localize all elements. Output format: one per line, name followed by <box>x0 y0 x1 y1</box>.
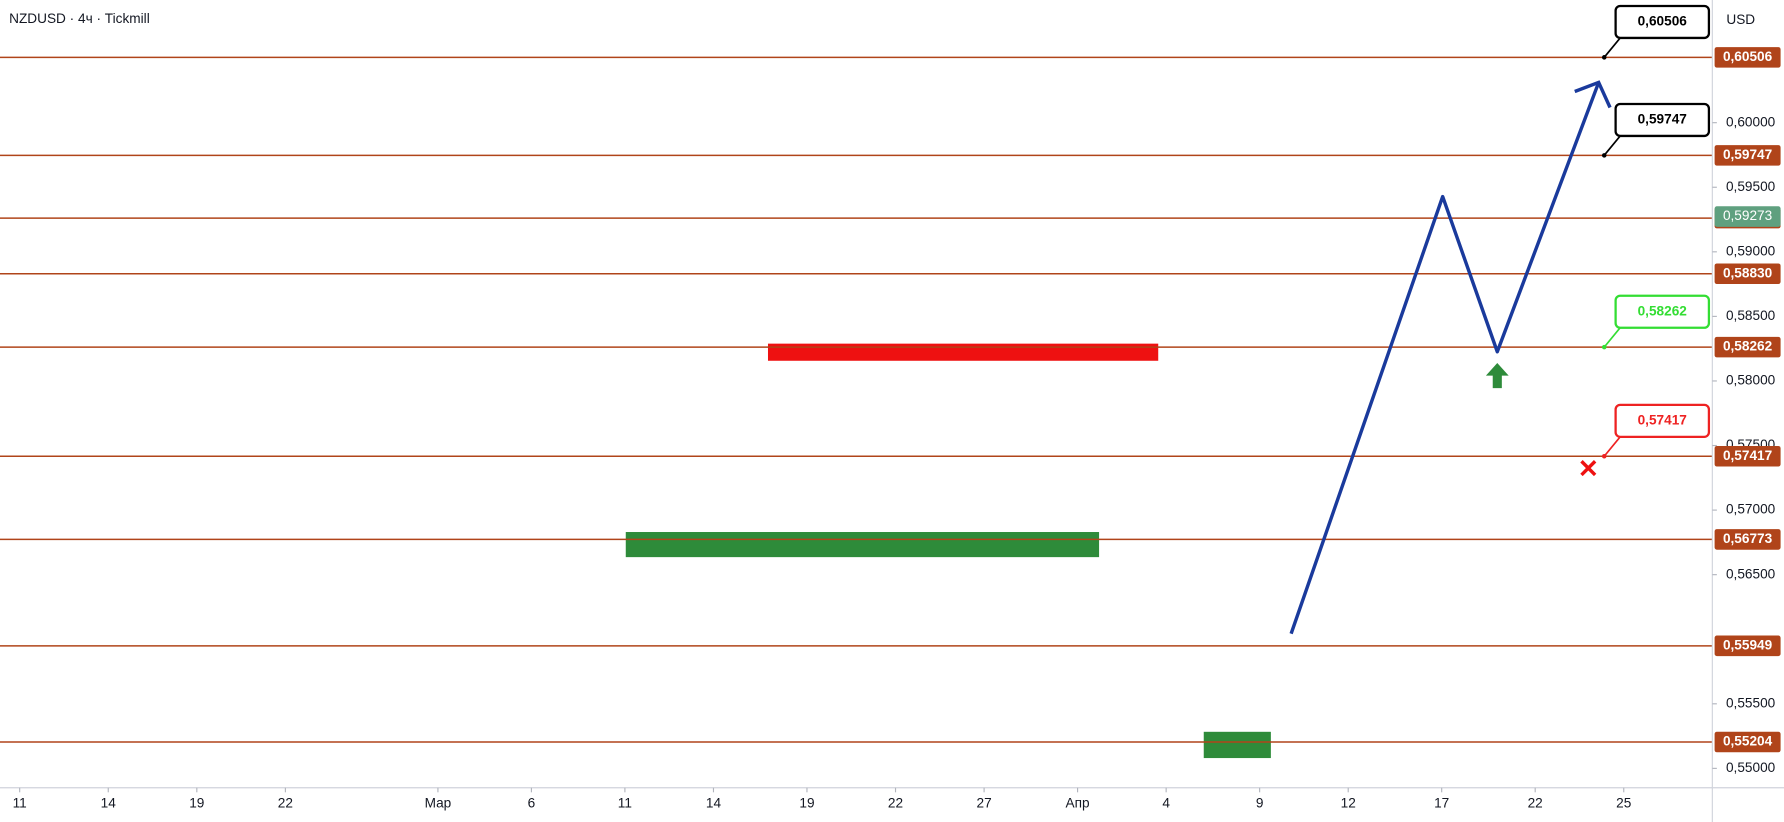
level-label-box <box>1714 445 1781 467</box>
level-label-box <box>1714 529 1781 550</box>
x-tick-label: Апр <box>1066 795 1090 810</box>
plot-area <box>0 56 1713 743</box>
y-tick-label: 0,55500 <box>1726 695 1776 710</box>
x-tick-label: 11 <box>618 795 632 810</box>
supply-zone <box>767 343 1159 361</box>
callout-box <box>1614 403 1711 438</box>
stop-mark <box>1580 460 1597 477</box>
x-tick-label: Мар <box>425 795 452 810</box>
y-tick-label: 0,58500 <box>1726 308 1776 323</box>
x-tick-label: 22 <box>888 795 903 810</box>
y-tick-label: 0,59000 <box>1726 243 1776 258</box>
x-tick-label: 19 <box>189 795 204 810</box>
x-tick-label: 14 <box>101 795 117 810</box>
y-tick-label: 0,56500 <box>1726 566 1776 581</box>
x-tick-label: 22 <box>1528 795 1543 810</box>
callout-box <box>1614 102 1711 138</box>
x-tick-label: 4 <box>1162 795 1170 810</box>
level-label: 0,56773 <box>1723 531 1773 546</box>
currency-label: USD <box>1726 12 1755 27</box>
y-tick-label: 0,55000 <box>1726 760 1776 775</box>
x-tick-label: 9 <box>1256 795 1264 810</box>
x-tick-label: 6 <box>528 795 536 810</box>
level-label: 0,58262 <box>1723 339 1773 354</box>
y-tick-label: 0,60000 <box>1726 114 1776 129</box>
x-tick-label: 17 <box>1434 795 1449 810</box>
x-tick-label: 22 <box>278 795 293 810</box>
x-tick-label: 11 <box>13 795 27 810</box>
y-tick-label: 0,57000 <box>1726 502 1776 517</box>
callout-box <box>1614 4 1711 40</box>
y-tick-label: 0,58000 <box>1726 373 1776 388</box>
chart-title: NZDUSD · 4ч · Tickmill <box>9 11 150 26</box>
x-tick-label: 12 <box>1341 795 1356 810</box>
callout-anchor <box>1601 453 1607 459</box>
level-label: 0,60506 <box>1723 49 1773 64</box>
x-tick-label: 27 <box>977 795 992 810</box>
callout-anchor <box>1601 153 1607 158</box>
x-tick-label: 19 <box>799 795 814 810</box>
level-label: 0,55949 <box>1723 637 1773 652</box>
callout-label: 0,58262 <box>1638 303 1688 318</box>
callout-box <box>1614 294 1711 329</box>
level-label: 0,59747 <box>1723 147 1772 162</box>
callout-anchor <box>1601 344 1607 350</box>
callout-label: 0,60506 <box>1638 14 1688 29</box>
demand-zone <box>1203 731 1271 759</box>
x-tick-label: 25 <box>1616 795 1632 810</box>
x-tick-label: 14 <box>706 795 722 810</box>
level-label-box <box>1714 145 1781 166</box>
level-label: 0,57417 <box>1723 448 1772 463</box>
buy-arrow <box>1485 363 1509 389</box>
last-price-box <box>1714 206 1781 227</box>
level-label-box <box>1714 635 1781 657</box>
level-label: 0,55204 <box>1723 734 1773 749</box>
level-label-box <box>1714 336 1781 358</box>
callout-label: 0,59747 <box>1638 112 1687 127</box>
y-tick-label: 0,59500 <box>1726 179 1776 194</box>
projection-arrowhead <box>1574 80 1612 109</box>
callout-label: 0,57417 <box>1638 412 1687 427</box>
level-label-box <box>1714 47 1781 68</box>
level-label: 0,58830 <box>1723 265 1773 280</box>
level-label-box <box>1714 731 1781 753</box>
callout-anchor <box>1601 55 1607 60</box>
last-price-label: 0,59273 <box>1723 208 1772 223</box>
axes: 0,550000,555000,565000,570000,575000,580… <box>13 4 1781 810</box>
level-label-box <box>1714 263 1781 285</box>
demand-zone <box>625 532 1100 558</box>
projection-path <box>1289 81 1601 635</box>
